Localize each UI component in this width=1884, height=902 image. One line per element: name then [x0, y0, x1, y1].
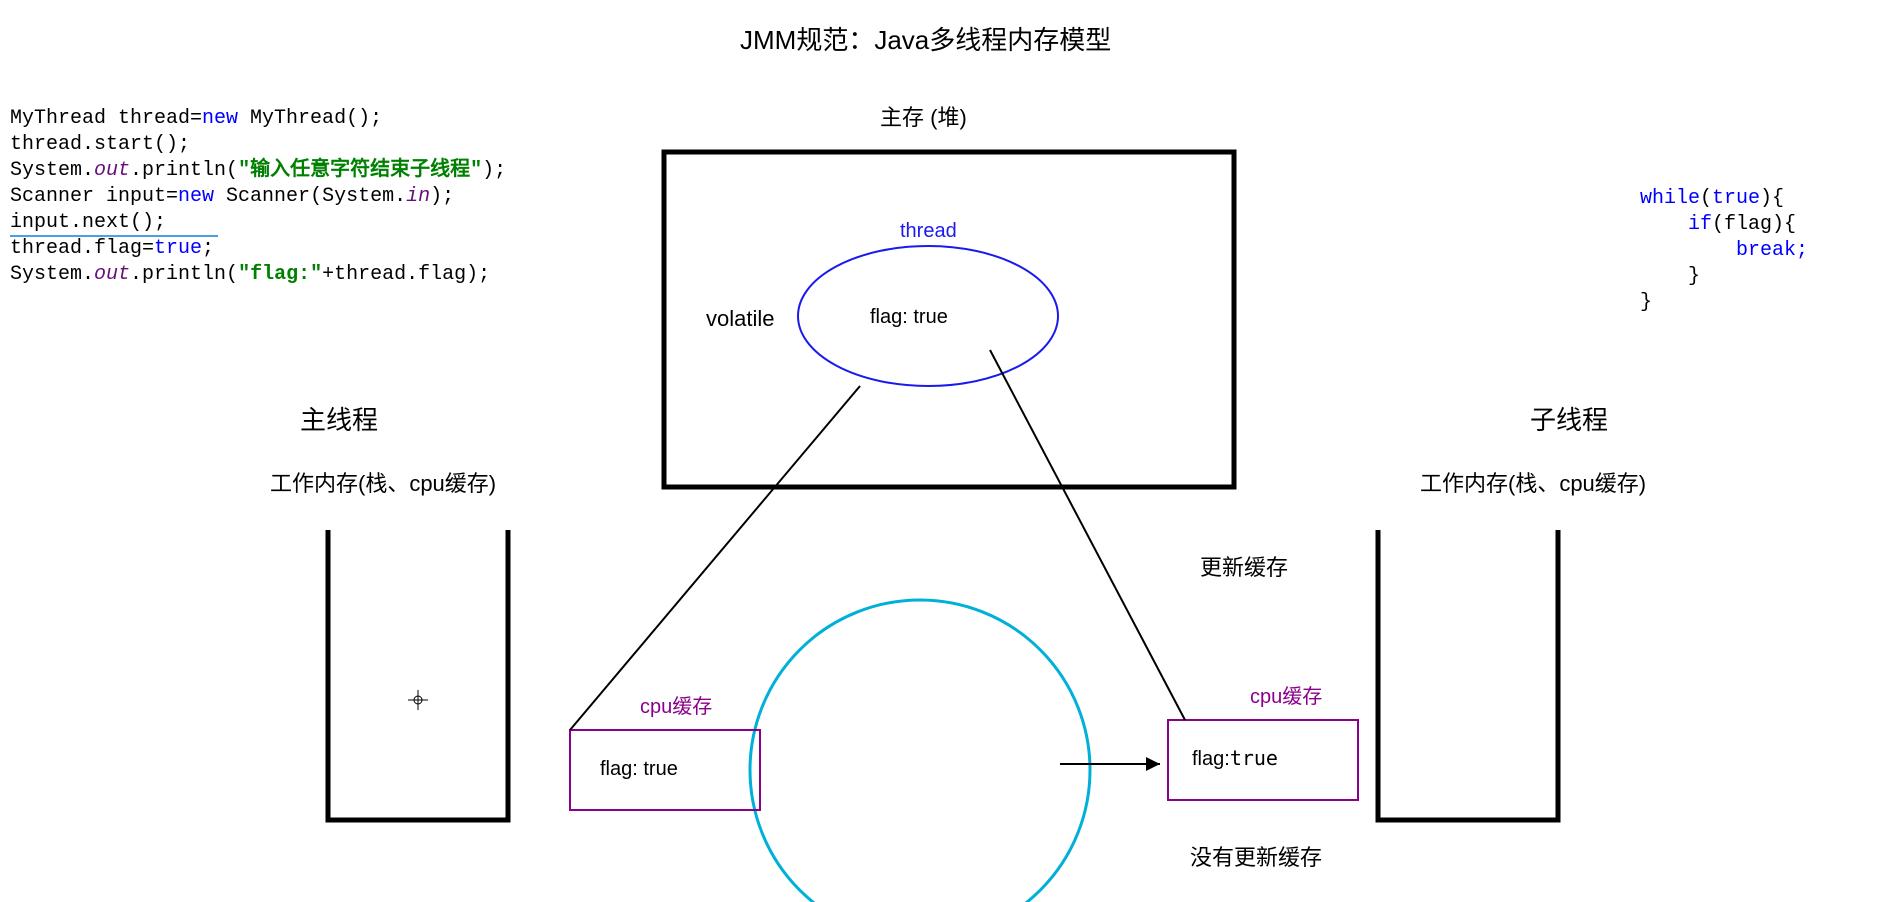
code-text: ; [202, 237, 214, 260]
code-text: Scanner(System. [214, 185, 406, 208]
main-thread-label: 主线程 [300, 400, 378, 437]
left-cup [328, 530, 508, 820]
code-string: "输入任意字符结束子线程" [238, 159, 482, 182]
thread-label: thread [900, 220, 957, 243]
code-text: input.next(); [10, 211, 166, 234]
cpu-cache-label-right: cpu缓存 [1250, 680, 1322, 709]
code-keyword: break; [1640, 239, 1808, 262]
code-field: in [406, 185, 430, 208]
code-text: System. [10, 159, 94, 182]
main-memory-label: 主存 (堆) [880, 100, 967, 132]
flag-box-left-pre: flag: [600, 758, 643, 780]
code-keyword: new [178, 185, 214, 208]
working-mem-right: 工作内存(栈、cpu缓存) [1420, 466, 1646, 498]
code-text: .println( [130, 159, 238, 182]
connector-left [570, 386, 860, 730]
flag-box-left-text: flag: true [600, 758, 678, 781]
sub-thread-label: 子线程 [1530, 400, 1608, 437]
code-text: Scanner input= [10, 185, 178, 208]
code-text: MyThread(); [238, 107, 382, 130]
code-string: "flag:" [238, 263, 322, 286]
code-text: thread.flag= [10, 237, 154, 260]
code-block-left: MyThread thread=new MyThread(); thread.s… [10, 80, 506, 288]
code-field: out [94, 263, 130, 286]
code-text: (flag){ [1712, 213, 1796, 236]
code-text: ( [1700, 187, 1712, 210]
code-text: .println( [130, 263, 238, 286]
code-field: out [94, 159, 130, 182]
code-keyword: new [202, 107, 238, 130]
code-text: ); [482, 159, 506, 182]
code-keyword: while [1640, 187, 1700, 210]
flag-in-ellipse: flag: true [870, 306, 948, 329]
arrow-head-icon [1146, 757, 1160, 771]
update-cache-label: 更新缓存 [1200, 550, 1288, 582]
connector-right [990, 350, 1185, 720]
working-mem-left: 工作内存(栈、cpu缓存) [270, 466, 496, 498]
code-text: +thread.flag); [322, 263, 490, 286]
page-title: JMM规范：Java多线程内存模型 [740, 20, 1111, 57]
code-keyword: if [1640, 213, 1712, 236]
code-text: } [1640, 291, 1652, 314]
code-text: } [1640, 265, 1700, 288]
flag-box-left-val: true [643, 758, 677, 780]
no-update-cache-label: 没有更新缓存 [1190, 840, 1322, 872]
code-text: System. [10, 263, 94, 286]
flag-box-right-pre: flag: [1192, 748, 1230, 770]
volatile-label: volatile [706, 306, 774, 332]
flag-box-right-val: true [1230, 746, 1278, 770]
code-keyword: true [1712, 187, 1760, 210]
code-block-right: while(true){ if(flag){ break; } } [1640, 160, 1808, 316]
code-text: thread.start(); [10, 133, 190, 156]
code-text: ); [430, 185, 454, 208]
code-text: MyThread thread= [10, 107, 202, 130]
flag-box-right-text: flag:true [1192, 746, 1278, 771]
right-cup [1378, 530, 1558, 820]
diagram-canvas: JMM规范：Java多线程内存模型 主存 (堆) MyThread thread… [0, 0, 1884, 902]
cyan-circle [750, 600, 1090, 902]
cursor-icon [408, 690, 428, 710]
code-keyword: true [154, 237, 202, 260]
cpu-cache-label-left: cpu缓存 [640, 690, 712, 719]
code-text: ){ [1760, 187, 1784, 210]
